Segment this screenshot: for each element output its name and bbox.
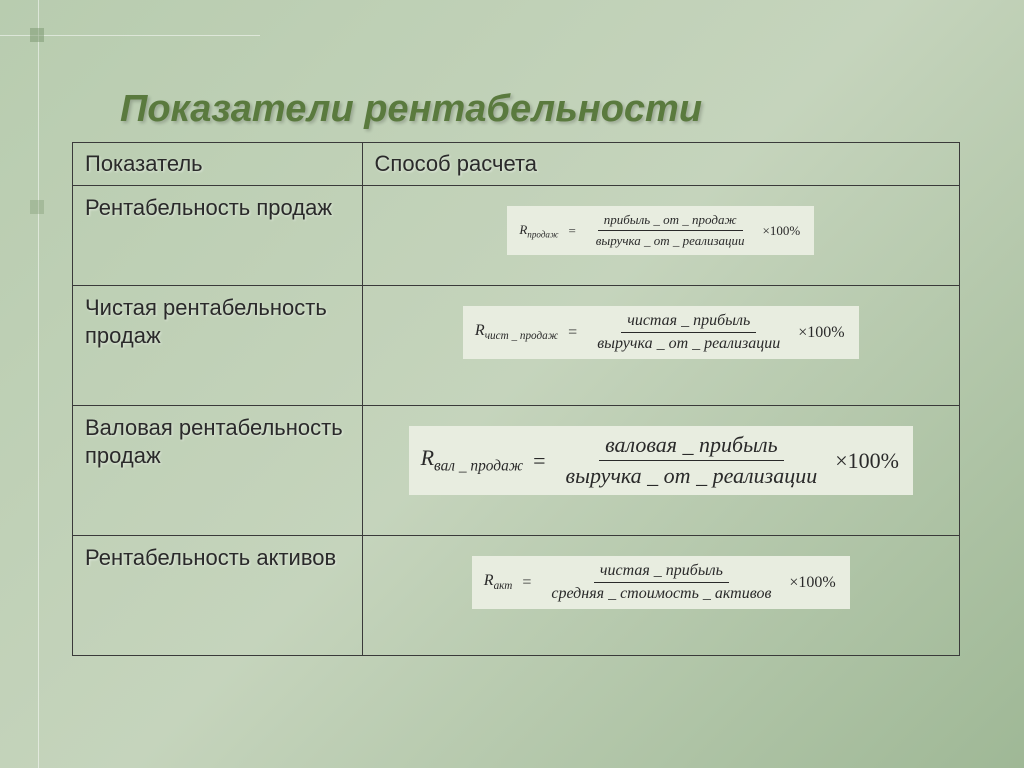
indicator-label: Чистая рентабельность продаж [73,286,363,406]
formula-cell: Rакт = чистая _ прибыль средняя _ стоимо… [362,536,959,656]
table-row: Валовая рентабельность продаж Rвал _ про… [73,406,960,536]
table-header-row: Показатель Способ расчета [73,143,960,186]
formula-net-sales-profitability: Rчист _ продаж = чистая _ прибыль выручк… [463,306,859,359]
formula-sales-profitability: Rпродаж = прибыль _ от _ продаж выручка … [507,206,814,255]
profitability-table: Показатель Способ расчета Рентабельность… [72,142,960,656]
deco-square [30,200,44,214]
deco-square [30,28,44,42]
table-row: Рентабельность активов Rакт = чистая _ п… [73,536,960,656]
formula-cell: Rчист _ продаж = чистая _ прибыль выручк… [362,286,959,406]
slide-title: Показатели рентабельности [120,88,702,131]
table-row: Чистая рентабельность продаж Rчист _ про… [73,286,960,406]
table-row: Рентабельность продаж Rпродаж = прибыль … [73,186,960,286]
deco-line [38,0,39,768]
formula-cell: Rвал _ продаж = валовая _ прибыль выручк… [362,406,959,536]
header-method: Способ расчета [362,143,959,186]
formula-asset-profitability: Rакт = чистая _ прибыль средняя _ стоимо… [472,556,850,609]
indicator-label: Валовая рентабельность продаж [73,406,363,536]
header-indicator: Показатель [73,143,363,186]
indicator-label: Рентабельность активов [73,536,363,656]
formula-cell: Rпродаж = прибыль _ от _ продаж выручка … [362,186,959,286]
formula-gross-sales-profitability: Rвал _ продаж = валовая _ прибыль выручк… [409,426,913,495]
indicator-label: Рентабельность продаж [73,186,363,286]
